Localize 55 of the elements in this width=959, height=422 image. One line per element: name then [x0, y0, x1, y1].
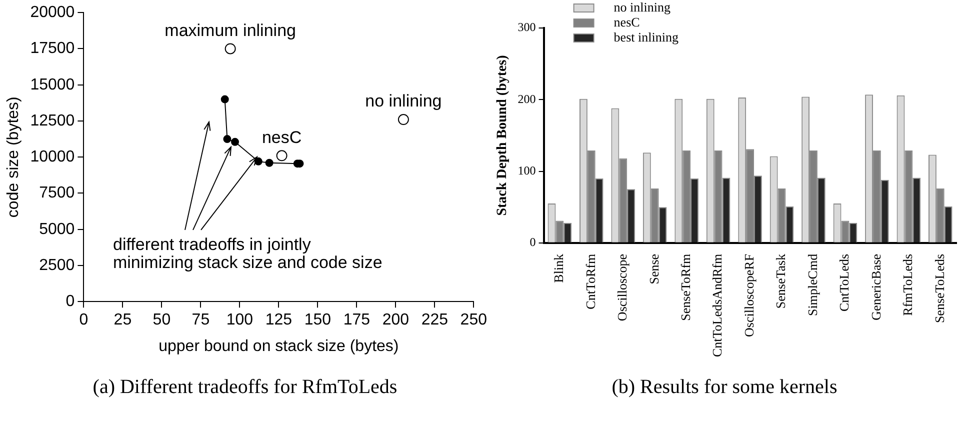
x-tick-label: Sense	[646, 254, 662, 284]
y-tick-label: 20000	[30, 4, 75, 22]
y-tick-label: 200	[518, 92, 536, 106]
x-tick-label: SimpleCmd	[804, 253, 820, 316]
x-tick-label: 250	[460, 312, 488, 329]
x-tick-label: CntToLeds	[836, 254, 852, 312]
y-axis-title: Stack Depth Bound (bytes)	[495, 54, 510, 216]
x-tick-label: 100	[226, 312, 254, 329]
point	[265, 158, 274, 167]
point	[398, 114, 409, 126]
legend-label: no inlining	[614, 0, 671, 14]
x-tick-label: SenseTask	[773, 253, 788, 309]
legend-label: nesC	[614, 14, 640, 30]
y-tick-label: 5000	[39, 220, 75, 238]
y-tick-label: 0	[530, 235, 536, 250]
annotation: maximum inlining	[164, 20, 296, 40]
x-tick-label: CntToLedsAndRfm	[710, 254, 725, 358]
x-axis-title: upper bound on stack size (bytes)	[158, 338, 399, 355]
y-tick-label: 300	[518, 20, 536, 34]
y-tick-label: 12500	[30, 112, 75, 130]
y-tick-label: 7500	[39, 184, 75, 202]
annotation: no inlining	[365, 92, 442, 111]
x-tick-label: 50	[152, 312, 171, 329]
annotation: different tradeoffs in jointly minimizing stack size and code size	[112, 235, 382, 272]
x-tick-label: Blink	[551, 253, 566, 283]
x-tick-label: 25	[114, 312, 132, 329]
x-tick-label: 125	[265, 312, 292, 329]
y-tick-label: 2500	[39, 256, 75, 274]
x-tick-label: 225	[421, 312, 448, 329]
x-tick-label: GenericBase	[868, 254, 884, 320]
x-tick-label: SenseToLeds	[932, 254, 947, 324]
point	[230, 138, 239, 146]
x-tick-label: 75	[192, 312, 210, 329]
point	[224, 43, 236, 54]
annotation: nesC	[262, 128, 302, 147]
x-tick-label: 200	[382, 312, 410, 329]
x-tick-label: SenseToRfm	[678, 254, 693, 321]
text: (a) Different tradeoffs for RfmToLeds	[92, 376, 398, 399]
y-tick-label: 15000	[30, 76, 75, 94]
point	[223, 135, 232, 144]
x-tick-label: Oscilloscope	[614, 254, 630, 322]
y-axis-title: code size (bytes)	[5, 96, 22, 218]
x-tick-label: 150	[304, 312, 332, 329]
x-tick-label: 0	[79, 312, 88, 329]
legend-label: best inlining	[614, 29, 679, 44]
x-tick-label: CntToRfm	[582, 254, 598, 310]
point	[220, 95, 229, 104]
x-tick-label: 175	[343, 312, 370, 329]
y-tick-label: 10000	[30, 148, 75, 166]
y-tick-label: 17500	[30, 40, 75, 58]
x-tick-label: OscilloscopeRF	[741, 254, 756, 337]
point	[276, 150, 288, 162]
text: (b) Results for some kernels	[612, 376, 838, 399]
x-tick-label: RfmToLeds	[900, 254, 916, 316]
y-tick-label: 100	[518, 163, 536, 178]
